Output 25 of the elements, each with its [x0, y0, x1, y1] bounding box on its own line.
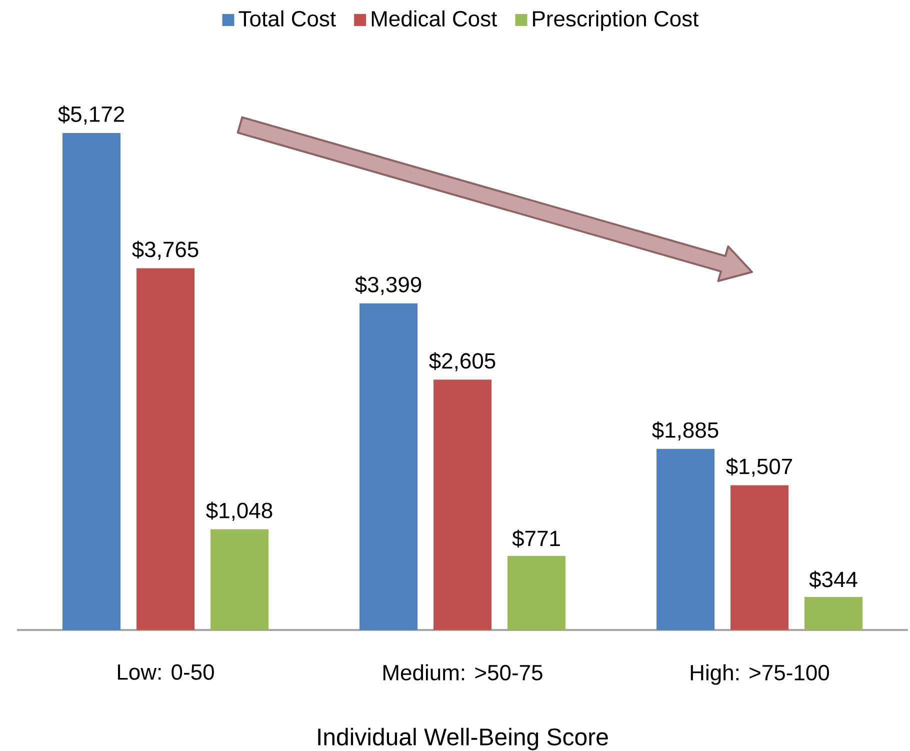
bar [434, 380, 492, 630]
x-tick-label: Medium: >50-75 [384, 664, 542, 680]
bar [656, 448, 714, 630]
data-label: $1,507 [726, 458, 792, 477]
bar [804, 596, 862, 630]
data-label: $3,399 [355, 276, 422, 295]
data-label: $1,048 [206, 502, 272, 521]
x-axis-title: Individual Well-Being Score [318, 728, 608, 750]
x-tick-label: Low: 0-50 [118, 664, 214, 680]
x-tick-label: High: >75-100 [690, 664, 830, 685]
data-label: $5,172 [58, 106, 124, 125]
bar [210, 529, 269, 630]
data-label: $1,885 [652, 421, 718, 440]
bar [136, 268, 194, 630]
data-label: $2,605 [429, 352, 496, 372]
bar [62, 133, 120, 630]
bar [507, 556, 566, 630]
bar [730, 485, 788, 630]
legend-label: Prescription Cost [533, 10, 699, 31]
legend-label: Medical Cost [372, 10, 498, 27]
data-label: $3,765 [132, 240, 198, 260]
data-label: $771 [512, 530, 560, 548]
bar [360, 303, 418, 630]
data-label: $344 [809, 570, 858, 589]
legend-label: Total Cost [238, 10, 336, 27]
